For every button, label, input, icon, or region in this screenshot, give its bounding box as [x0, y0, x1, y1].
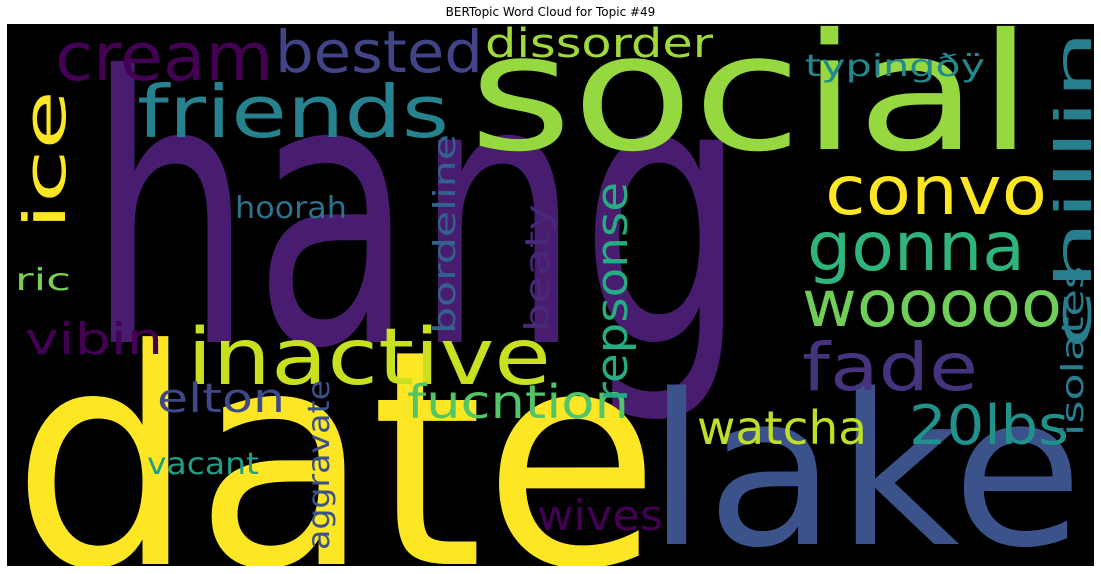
word-vibin: vibin: [25, 314, 163, 365]
word-hang: hang: [87, 24, 747, 430]
word-aggravate: aggravate: [302, 380, 337, 550]
word-isolates: isolates: [1056, 266, 1091, 436]
word-bested: bested: [275, 24, 483, 86]
word-ice: ice: [11, 90, 79, 230]
word-vacant: vacant: [147, 447, 259, 482]
word-gonna: gonna: [807, 208, 1025, 287]
word-beaty: beaty: [518, 204, 558, 332]
word-wives: wives: [537, 491, 663, 540]
word-cream: cream: [55, 24, 273, 96]
word-date: date: [12, 286, 660, 566]
word-20lbs: 20lbs: [909, 394, 1069, 457]
word-hoorah: hoorah: [235, 191, 347, 226]
word-convo: convo: [825, 152, 1047, 231]
word-inactive: inactive: [187, 313, 551, 403]
word-typingdy: typingðÿ: [805, 49, 985, 84]
word-dissorder: dissorder: [485, 24, 714, 67]
word-fade: fade: [802, 329, 978, 406]
word-ric: ric: [15, 263, 71, 298]
word-lake: lake: [647, 349, 1083, 566]
word-friends: friends: [137, 70, 449, 154]
word-cloud-canvas: hang date social lake inactive friends c…: [7, 24, 1094, 566]
word-repsonse: repsonse: [587, 182, 638, 402]
word-bordeline: bordeline: [428, 134, 463, 334]
figure-title: BERTopic Word Cloud for Topic #49: [445, 5, 656, 19]
word-fucntion: fucntion: [407, 375, 629, 429]
word-elton: elton: [157, 376, 285, 422]
word-wooooo: wooooo: [802, 268, 1062, 342]
word-chillin: chillin: [1045, 30, 1094, 350]
word-watcha: watcha: [697, 401, 867, 455]
word-social: social: [469, 24, 1033, 188]
word-cloud: hang date social lake inactive friends c…: [11, 24, 1094, 566]
